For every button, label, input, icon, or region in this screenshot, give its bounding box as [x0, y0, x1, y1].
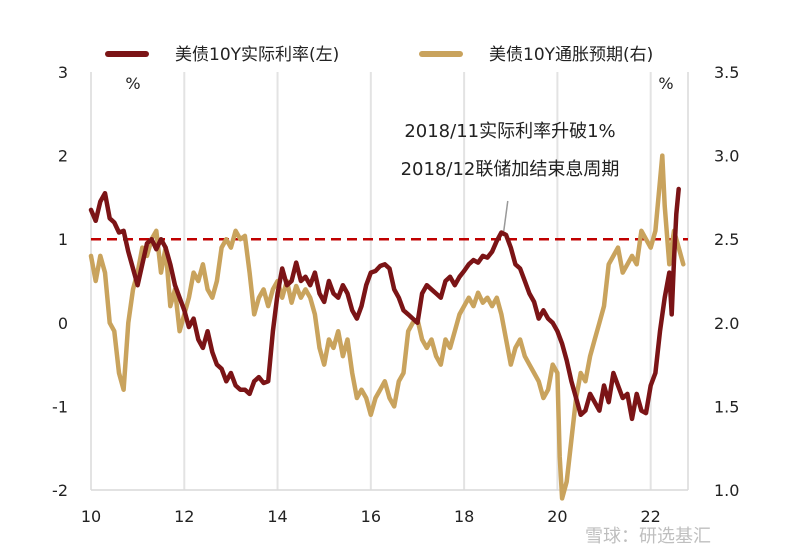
right-tick-label-2.5: 2.5: [714, 230, 739, 249]
left-tick-label--2: -2: [52, 481, 68, 500]
legend-label-real-rate: 美债10Y实际利率(左): [175, 45, 339, 65]
x-tick-label-18: 18: [454, 507, 474, 526]
legend-label-inflation-expectation: 美债10Y通胀预期(右): [489, 45, 653, 65]
right-tick-label-1.5: 1.5: [714, 397, 739, 416]
left-tick-label--1: -1: [52, 397, 68, 416]
series-line-inflation-expectation: [88, 153, 686, 501]
right-tick-label-3.0: 3.0: [714, 147, 739, 166]
right-axis-unit: %: [658, 74, 673, 93]
x-tick-label-16: 16: [361, 507, 381, 526]
right-tick-label-3.5: 3.5: [714, 63, 739, 82]
x-tick-label-20: 20: [547, 507, 567, 526]
left-tick-label-1: 1: [58, 230, 68, 249]
right-tick-label-1.0: 1.0: [714, 481, 739, 500]
left-axis-ticks: 3 2 1 0 -1 -2: [52, 63, 68, 500]
annotation-pointer: [503, 200, 509, 232]
legend: 美债10Y实际利率(左) 美债10Y通胀预期(右): [105, 45, 653, 65]
annotation-line-1: 2018/11实际利率升破1%: [404, 121, 615, 142]
left-axis-unit: %: [125, 74, 140, 93]
x-tick-label-10: 10: [81, 507, 101, 526]
x-tick-label-22: 22: [641, 507, 661, 526]
right-tick-label-2.0: 2.0: [714, 314, 739, 333]
x-tick-label-14: 14: [267, 507, 287, 526]
x-axis-ticks: 10 12 14 16 18 20 22: [81, 507, 661, 526]
left-tick-label-2: 2: [58, 147, 68, 166]
annotation-line-2: 2018/12联储加结束息周期: [401, 159, 620, 180]
left-tick-label-0: 0: [58, 314, 68, 333]
left-tick-label-3: 3: [58, 63, 68, 82]
watermark: 雪球：研选基汇: [585, 526, 711, 547]
x-tick-label-12: 12: [174, 507, 194, 526]
series-line-real-rate: [88, 186, 681, 422]
right-axis-ticks: 3.5 3.0 2.5 2.0 1.5 1.0: [714, 63, 739, 500]
